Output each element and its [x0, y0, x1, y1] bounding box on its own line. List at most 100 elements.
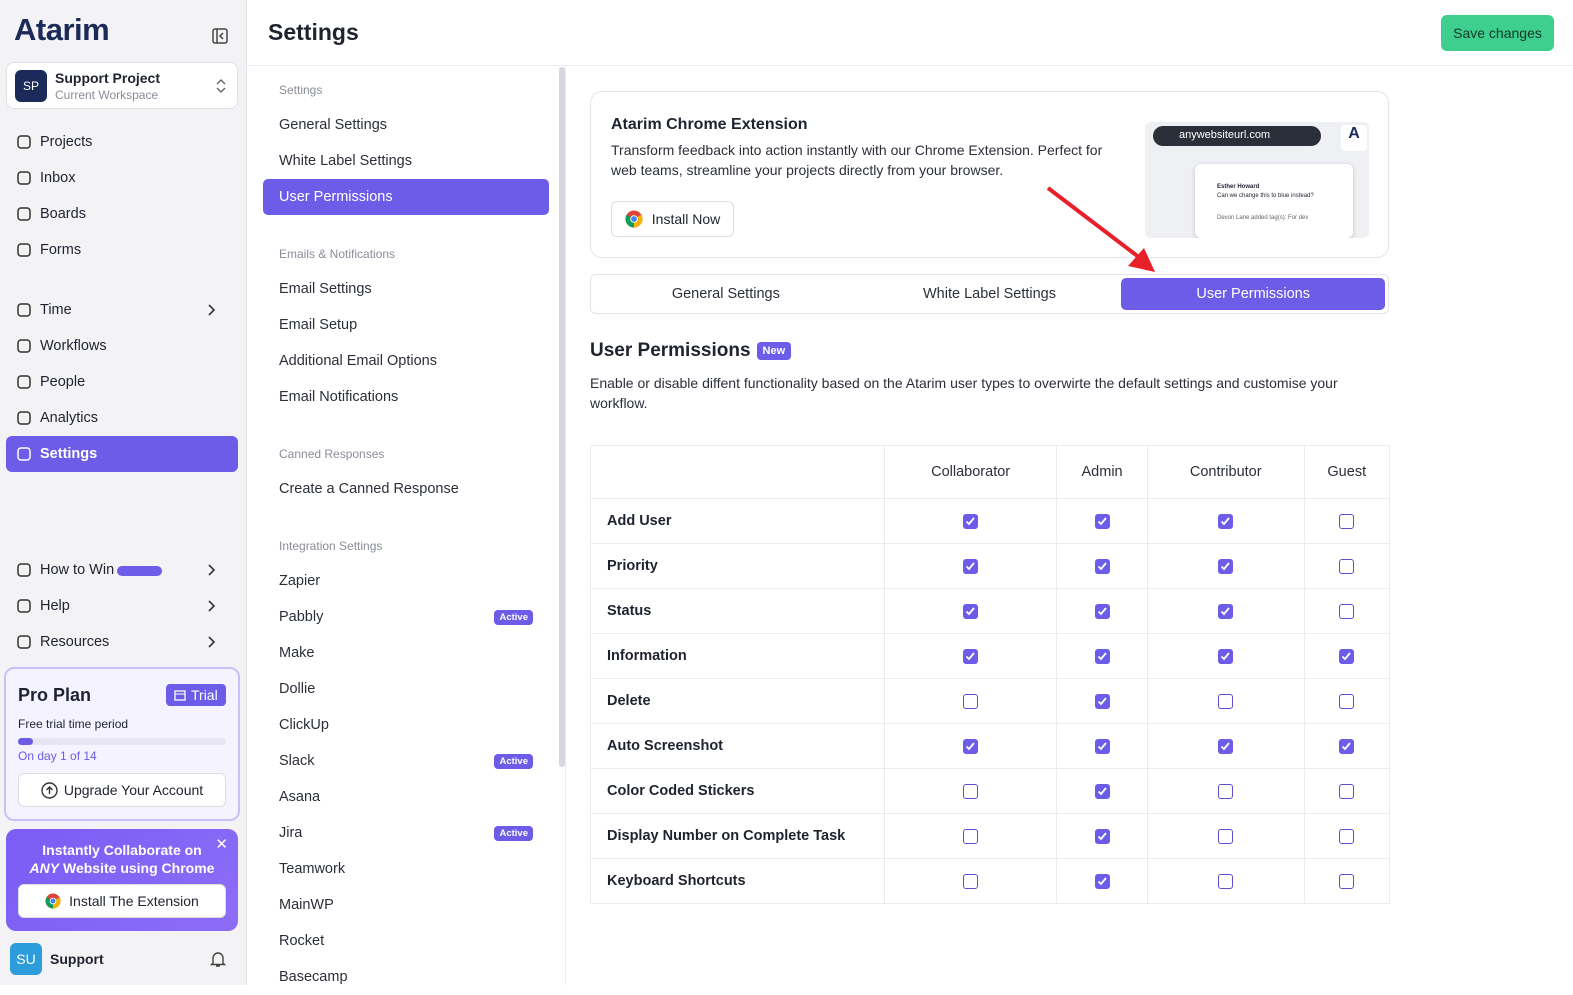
save-button[interactable]: Save changes — [1441, 15, 1554, 51]
checkbox[interactable] — [1094, 783, 1110, 799]
nav-item[interactable]: Workflows — [6, 328, 238, 364]
permission-cell — [1056, 723, 1148, 769]
checkbox[interactable] — [1218, 783, 1234, 799]
checkbox[interactable] — [1094, 828, 1110, 844]
nav-item[interactable]: Inbox — [6, 160, 238, 196]
checkbox[interactable] — [1339, 828, 1355, 844]
menu-item[interactable]: Asana — [263, 779, 549, 815]
menu-item[interactable]: Email Notifications — [263, 379, 549, 415]
nav-item[interactable]: Boards — [6, 196, 238, 232]
checkbox[interactable] — [1218, 603, 1234, 619]
nav-item[interactable]: Time — [6, 292, 238, 328]
checkbox[interactable] — [1339, 783, 1355, 799]
menu-heading: Settings — [279, 83, 323, 97]
checkbox[interactable] — [963, 603, 979, 619]
permission-cell — [1146, 543, 1305, 589]
checkbox[interactable] — [1339, 558, 1355, 574]
checkbox[interactable] — [1094, 603, 1110, 619]
bell-icon[interactable] — [209, 950, 227, 968]
extension-card: Atarim Chrome Extension Transform feedba… — [590, 91, 1389, 258]
checkbox[interactable] — [1094, 873, 1110, 889]
checkbox[interactable] — [963, 828, 979, 844]
menu-item[interactable]: Teamwork — [263, 851, 549, 887]
install-extension-button[interactable]: Install The Extension — [18, 884, 226, 918]
logo[interactable]: Atarim — [14, 12, 110, 47]
annotation-arrow — [1046, 186, 1155, 272]
permission-cell — [1146, 498, 1305, 544]
preview-author: Esther Howard — [1217, 184, 1260, 190]
menu-item[interactable]: Make — [263, 635, 549, 671]
menu-item[interactable]: White Label Settings — [263, 143, 549, 179]
checkbox[interactable] — [963, 648, 979, 664]
checkbox[interactable] — [1339, 603, 1355, 619]
install-now-button[interactable]: Install Now — [611, 201, 734, 237]
menu-item[interactable]: Dollie — [263, 671, 549, 707]
tab[interactable]: General Settings — [671, 286, 780, 302]
checkbox[interactable] — [1218, 693, 1234, 709]
menu-item[interactable]: User Permissions — [263, 179, 549, 215]
checkbox[interactable] — [1339, 738, 1355, 754]
checkbox[interactable] — [1339, 648, 1355, 664]
nav-item[interactable]: Analytics — [6, 400, 238, 436]
nav-item[interactable]: How to Win — [6, 552, 238, 588]
tab[interactable]: White Label Settings — [923, 286, 1056, 302]
checkbox[interactable] — [1094, 648, 1110, 664]
checkbox[interactable] — [1094, 738, 1110, 754]
menu-item[interactable]: Additional Email Options — [263, 343, 549, 379]
menu-item[interactable]: ClickUp — [263, 707, 549, 743]
tab[interactable]: User Permissions — [1121, 278, 1386, 310]
menu-item[interactable]: Slack Active — [263, 743, 549, 779]
menu-item[interactable]: Jira Active — [263, 815, 549, 851]
checkbox[interactable] — [1218, 828, 1234, 844]
nav-item[interactable]: Resources — [6, 624, 238, 660]
nav-item[interactable]: Forms — [6, 232, 238, 268]
check-mark — [1097, 516, 1107, 525]
nav-icon — [17, 207, 31, 221]
checkbox[interactable] — [1218, 513, 1234, 529]
checkbox[interactable] — [1094, 513, 1110, 529]
menu-item[interactable]: Create a Canned Response — [263, 471, 549, 507]
checkbox[interactable] — [963, 693, 979, 709]
menu-item[interactable]: Pabbly Active — [263, 599, 549, 635]
checkbox[interactable] — [963, 558, 979, 574]
menu-item[interactable]: Email Setup — [263, 307, 549, 343]
nav-label: Settings — [40, 446, 98, 462]
menu-item[interactable]: MainWP — [263, 887, 549, 923]
user-avatar[interactable]: SU — [10, 943, 42, 975]
user-name[interactable]: Support — [50, 951, 104, 967]
menu-item[interactable]: Zapier — [263, 563, 549, 599]
scrollbar[interactable] — [559, 67, 565, 767]
menu-item[interactable]: General Settings — [263, 107, 549, 143]
upgrade-button[interactable]: Upgrade Your Account — [18, 773, 226, 807]
close-promo[interactable]: ✕ — [215, 836, 228, 853]
checkbox[interactable] — [1218, 873, 1234, 889]
trial-progress-fill — [18, 738, 33, 745]
checkbox[interactable] — [1094, 558, 1110, 574]
checkbox[interactable] — [1218, 648, 1234, 664]
nav-label: Resources — [40, 634, 110, 650]
permissions-description: Enable or disable diffent functionality … — [590, 375, 1338, 411]
workspace-switcher[interactable]: SP Support Project Current Workspace — [6, 62, 238, 109]
menu-heading: Integration Settings — [279, 539, 383, 553]
nav-item[interactable]: Projects — [6, 124, 238, 160]
permission-cell — [1056, 768, 1148, 814]
checkbox[interactable] — [963, 513, 979, 529]
menu-item[interactable]: Rocket — [263, 923, 549, 959]
checkbox[interactable] — [1218, 738, 1234, 754]
nav-item[interactable]: People — [6, 364, 238, 400]
checkbox[interactable] — [1339, 873, 1355, 889]
nav-item[interactable]: Settings — [6, 436, 238, 472]
checkbox[interactable] — [963, 783, 979, 799]
checkbox[interactable] — [963, 873, 979, 889]
checkbox[interactable] — [1339, 693, 1355, 709]
promo-line2: Website using Chrome — [63, 860, 215, 876]
collapse-icon[interactable] — [212, 28, 228, 44]
active-badge: Active — [494, 754, 533, 769]
checkbox[interactable] — [963, 738, 979, 754]
checkbox[interactable] — [1218, 558, 1234, 574]
nav-item[interactable]: Help — [6, 588, 238, 624]
menu-item[interactable]: Basecamp — [263, 959, 549, 995]
checkbox[interactable] — [1339, 513, 1355, 529]
checkbox[interactable] — [1094, 693, 1110, 709]
menu-item[interactable]: Email Settings — [263, 271, 549, 307]
